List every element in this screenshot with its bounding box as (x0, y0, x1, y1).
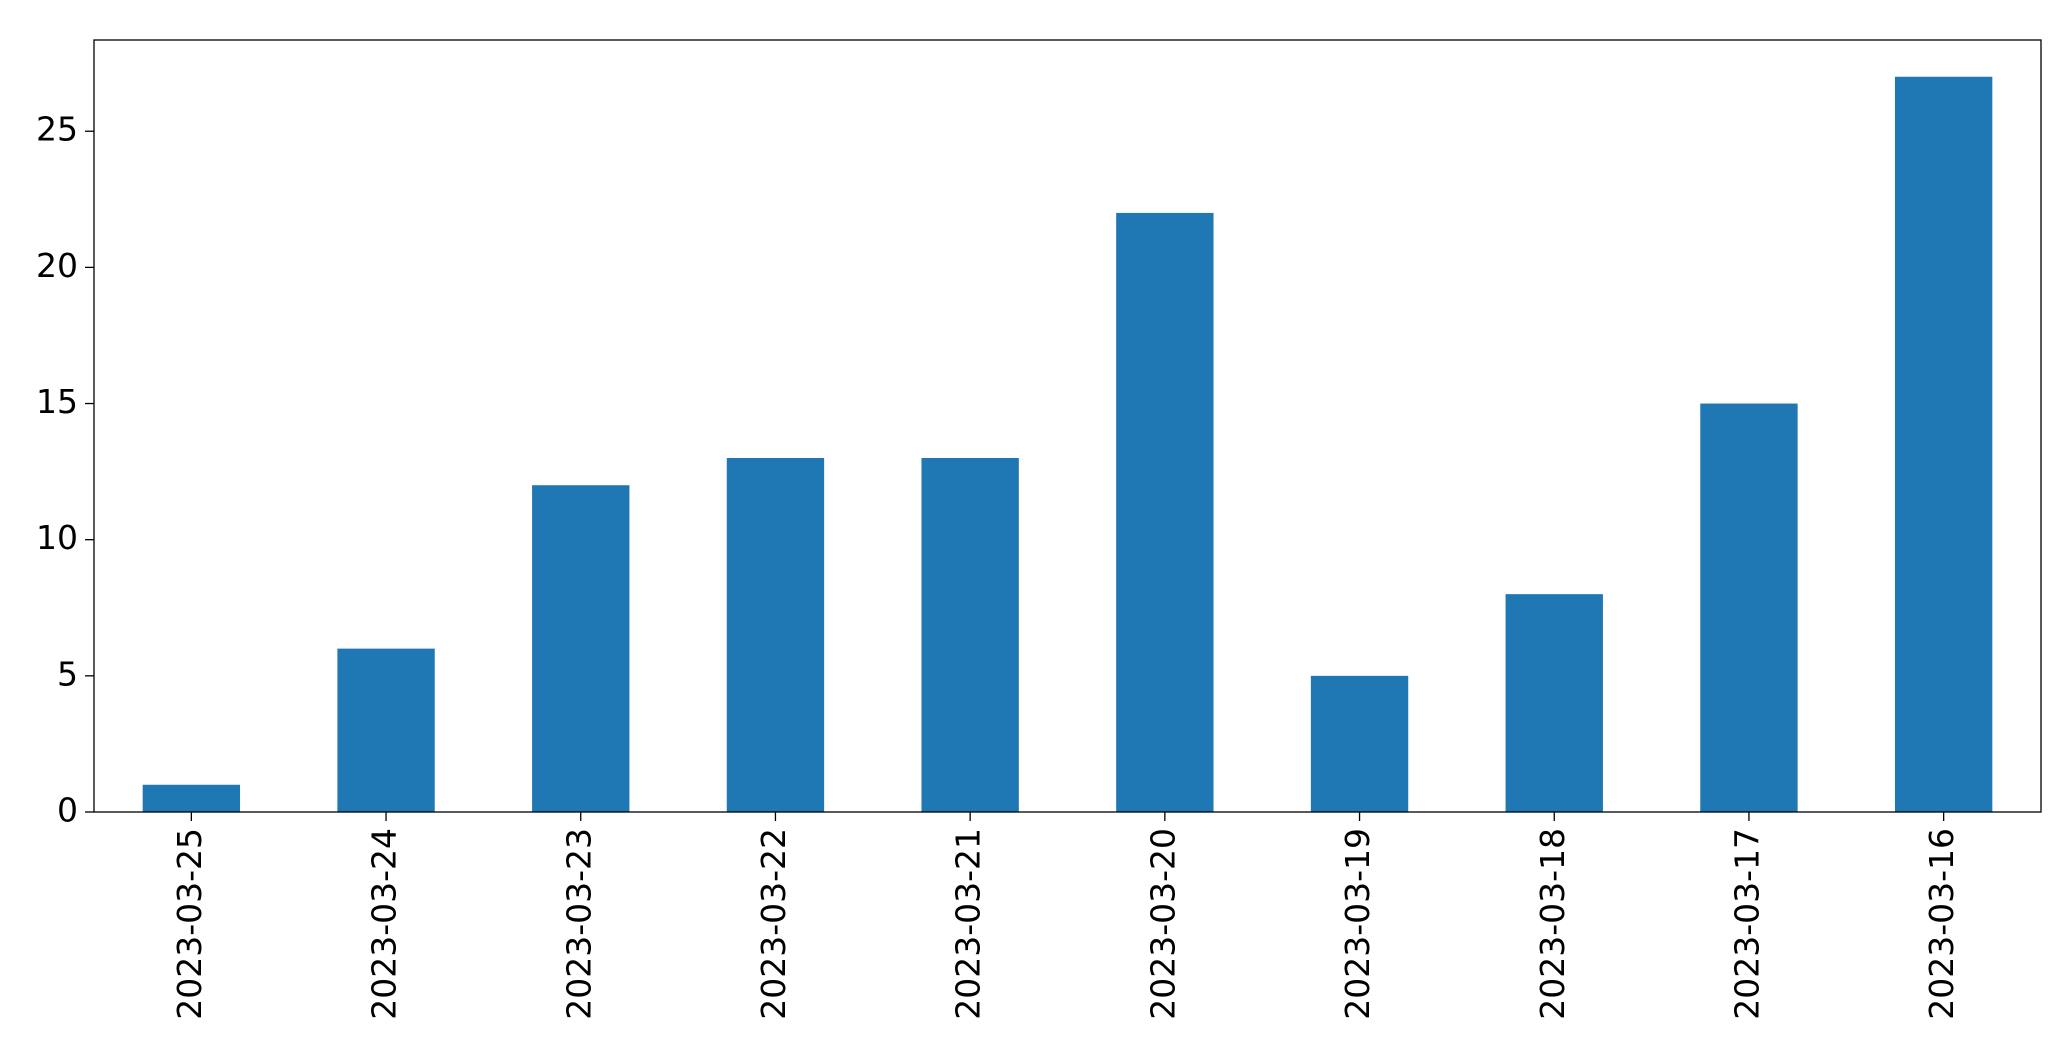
x-tick-label: 2023-03-25 (170, 828, 209, 1020)
x-tick-label: 2023-03-20 (1143, 828, 1182, 1020)
x-tick-label: 2023-03-18 (1533, 828, 1572, 1020)
bar (142, 784, 241, 812)
y-tick-label: 5 (57, 654, 78, 693)
x-tick-label: 2023-03-24 (365, 828, 404, 1020)
plot-frame (93, 39, 2042, 813)
bar (1505, 594, 1603, 812)
x-tick-label: 2023-03-22 (754, 828, 793, 1020)
y-tick-label: 10 (36, 518, 78, 557)
bar (1894, 76, 1993, 812)
y-tick-label: 15 (36, 382, 78, 421)
x-tick-label: 2023-03-19 (1338, 828, 1377, 1020)
x-tick-label: 2023-03-17 (1727, 828, 1766, 1020)
x-tick-label: 2023-03-23 (559, 828, 598, 1020)
bar (532, 485, 630, 812)
bar (1116, 212, 1214, 812)
y-tick-label: 0 (57, 791, 78, 830)
x-tick-label: 2023-03-21 (949, 828, 988, 1020)
x-tick-label: 2023-03-16 (1922, 828, 1961, 1020)
bar (1310, 675, 1409, 812)
bar (726, 457, 825, 812)
bar (337, 648, 435, 812)
bar (1700, 403, 1798, 812)
y-tick-label: 25 (36, 110, 78, 149)
bar (921, 457, 1019, 812)
y-tick-label: 20 (36, 246, 78, 285)
